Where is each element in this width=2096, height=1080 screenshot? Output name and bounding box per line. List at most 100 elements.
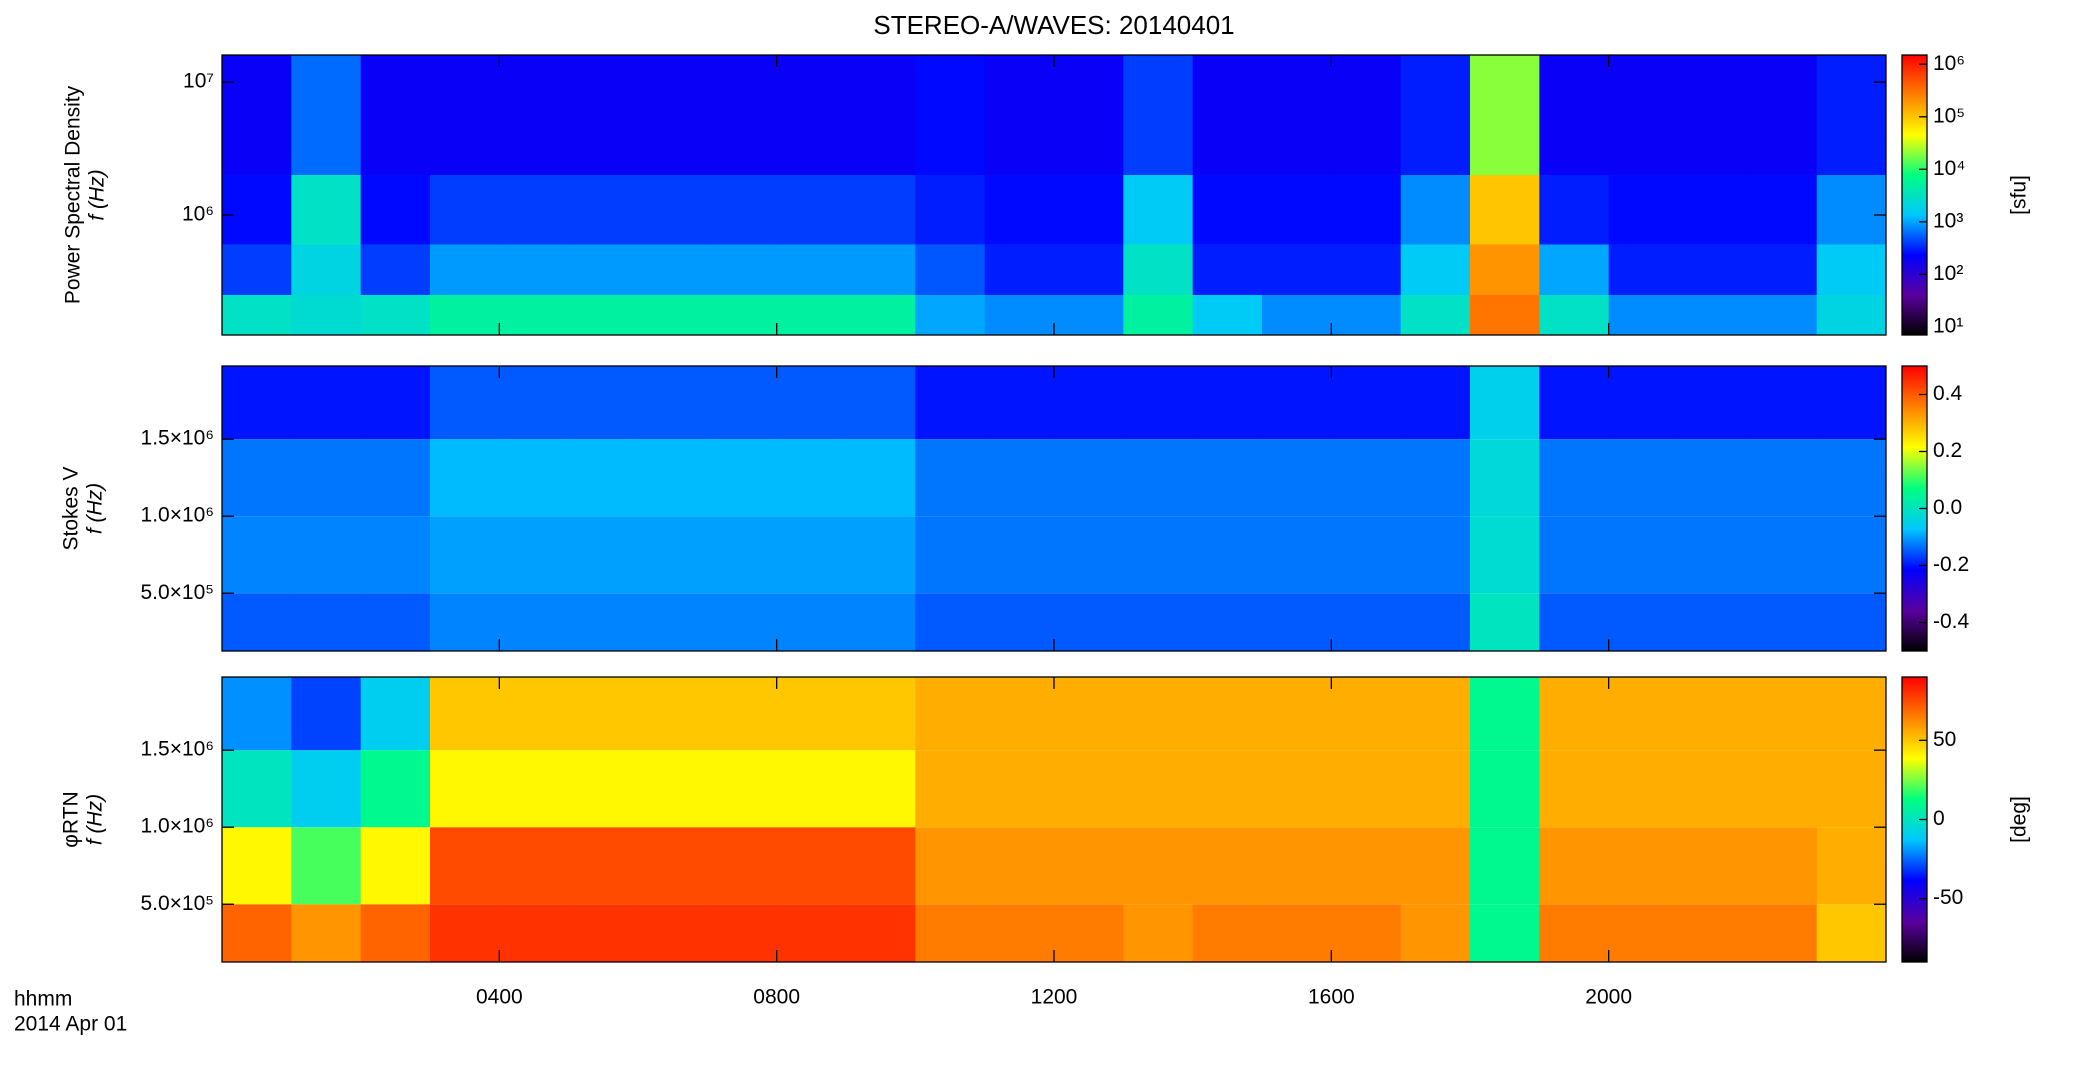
heatmap-cell: [1192, 750, 1263, 828]
heatmap-cell: [1470, 904, 1540, 962]
heatmap-cell: [360, 295, 431, 335]
heatmap-cell: [1262, 516, 1332, 594]
heatmap-cell: [1816, 827, 1887, 905]
heatmap-cell: [915, 593, 986, 651]
heatmap-cell: [707, 244, 778, 295]
heatmap-cell: [1192, 366, 1263, 440]
heatmap-cell: [568, 827, 639, 905]
heatmap-cell: [1608, 677, 1679, 751]
heatmap-cell: [1539, 750, 1610, 828]
heatmap-cell: [568, 439, 639, 517]
heatmap-cell: [1816, 175, 1887, 245]
heatmap-cell: [1262, 593, 1332, 651]
heatmap-cell: [846, 750, 916, 828]
heatmap-cell: [915, 904, 986, 962]
heatmap-cell: [776, 366, 847, 440]
heatmap-cell: [776, 175, 847, 245]
y-axis-label: Power Spectral Density: [62, 85, 85, 304]
heatmap-cell: [291, 516, 362, 594]
heatmap-cell: [1816, 904, 1887, 962]
heatmap-cell: [1400, 904, 1471, 962]
heatmap-cell: [915, 750, 986, 828]
heatmap-cell: [1400, 295, 1471, 335]
colorbar-label: [sfu]: [2008, 175, 2031, 215]
colorbar: [1902, 55, 1927, 335]
heatmap-cell: [1262, 827, 1332, 905]
heatmap-cell: [846, 175, 916, 245]
heatmap-cell: [638, 55, 708, 175]
heatmap-cell: [1678, 175, 1748, 245]
heatmap-cell: [846, 439, 916, 517]
colorbar-tick-label: 10⁴: [1933, 157, 1965, 180]
colorbar-tick-label: 0.4: [1933, 382, 1963, 405]
heatmap-cell: [360, 366, 431, 440]
colorbar-tick-label: 10⁵: [1933, 104, 1965, 127]
heatmap-cell: [499, 593, 570, 651]
heatmap-cell: [1470, 516, 1540, 594]
heatmap-cell: [1539, 295, 1610, 335]
heatmap-cell: [1816, 516, 1887, 594]
heatmap-cell: [915, 295, 986, 335]
heatmap-cell: [984, 677, 1055, 751]
heatmap-cell: [1123, 366, 1194, 440]
heatmap-cell: [430, 677, 500, 751]
heatmap-cell: [1747, 516, 1818, 594]
heatmap-cell: [360, 175, 431, 245]
heatmap-cell: [568, 295, 639, 335]
heatmap-cell: [638, 244, 708, 295]
heatmap-cell: [291, 295, 362, 335]
heatmap-cell: [1678, 904, 1748, 962]
heatmap-cell: [291, 55, 362, 175]
heatmap-cell: [1192, 904, 1263, 962]
heatmap-cell: [1608, 439, 1679, 517]
heatmap-cell: [1747, 55, 1818, 175]
heatmap-cell: [291, 750, 362, 828]
heatmap-cell: [1400, 439, 1471, 517]
heatmap-cell: [222, 244, 292, 295]
heatmap-cell: [1123, 55, 1194, 175]
heatmap-cell: [291, 593, 362, 651]
heatmap-cell: [360, 750, 431, 828]
heatmap-cell: [1262, 175, 1332, 245]
colorbar-tick-label: 0.0: [1933, 496, 1962, 519]
heatmap-cell: [638, 175, 708, 245]
heatmap-cell: [1608, 366, 1679, 440]
heatmap-cell: [984, 593, 1055, 651]
heatmap-cell: [1470, 750, 1540, 828]
heatmap-cell: [776, 677, 847, 751]
heatmap-cell: [568, 677, 639, 751]
x-tick-label: 0400: [476, 986, 523, 1009]
heatmap-cell: [1123, 244, 1194, 295]
heatmap-cell: [846, 827, 916, 905]
heatmap-cell: [1470, 827, 1540, 905]
heatmap-cell: [499, 175, 570, 245]
heatmap-cell: [1262, 677, 1332, 751]
heatmap-cell: [1539, 593, 1610, 651]
heatmap-cell: [1608, 244, 1679, 295]
heatmap-cell: [984, 55, 1055, 175]
heatmap-cell: [1262, 904, 1332, 962]
heatmap-cell: [1678, 244, 1748, 295]
heatmap-cell: [1539, 55, 1610, 175]
y-axis-label: φRTN: [60, 791, 83, 847]
heatmap-cell: [430, 827, 500, 905]
heatmap-cell: [638, 366, 708, 440]
heatmap-cell: [1747, 295, 1818, 335]
heatmap-cell: [1470, 295, 1540, 335]
heatmap-cell: [430, 244, 500, 295]
heatmap-cell: [1539, 827, 1610, 905]
heatmap-cell: [1262, 439, 1332, 517]
heatmap-cell: [1608, 593, 1679, 651]
heatmap-cell: [1816, 244, 1887, 295]
heatmap-cell: [1331, 904, 1402, 962]
heatmap-cell: [430, 439, 500, 517]
heatmap-cell: [1192, 439, 1263, 517]
colorbar-frame: [1901, 54, 1928, 336]
heatmap-cell: [984, 439, 1055, 517]
y-tick-label: 1.0×10⁶: [141, 815, 214, 838]
colorbar-tick-label: 0: [1933, 807, 1945, 830]
heatmap-cell: [222, 516, 292, 594]
heatmap-cell: [499, 439, 570, 517]
x-tick-label: 1600: [1308, 986, 1355, 1009]
heatmap-cell: [1678, 827, 1748, 905]
